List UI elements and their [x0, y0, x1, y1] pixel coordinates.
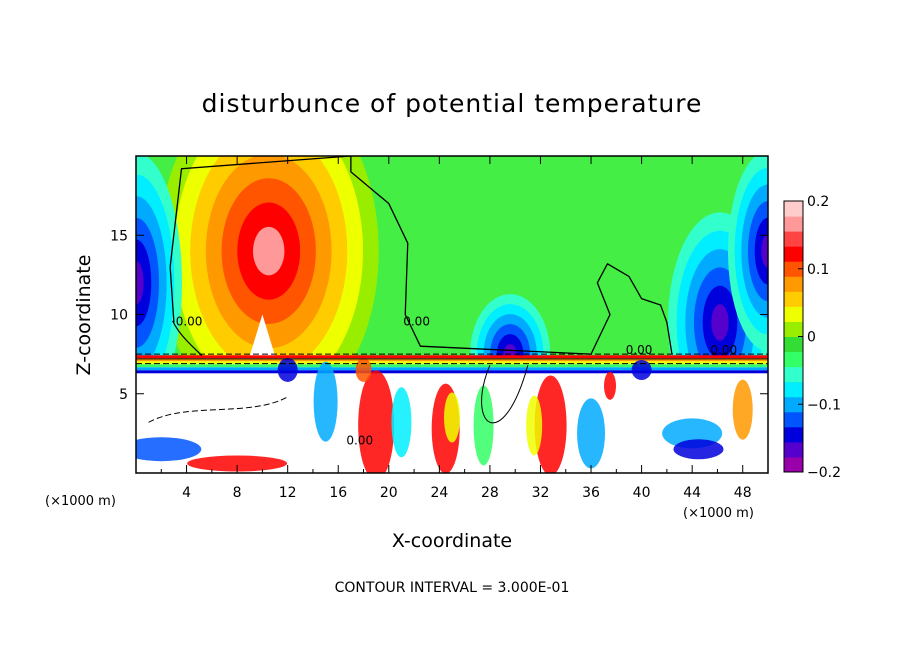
x-tick-label: 32	[532, 485, 550, 501]
colorbar-swatch	[784, 321, 803, 337]
x-tick-label: 12	[279, 485, 297, 501]
colorbar-swatch	[784, 396, 803, 413]
colorbar-tick-label: 0.2	[807, 194, 829, 210]
x-unit-left: (×1000 m)	[45, 494, 116, 509]
colorbar-swatch	[784, 336, 803, 353]
x-tick-label: 48	[734, 485, 752, 501]
turbulent-eddy	[534, 375, 567, 473]
interface-band	[136, 364, 768, 368]
turbulent-eddy	[136, 437, 202, 462]
turbulent-eddy	[473, 385, 494, 466]
colorbar-swatch	[784, 426, 803, 443]
turbulent-eddy	[444, 392, 460, 443]
cold-left-edge	[136, 261, 144, 305]
y-tick-label: 5	[119, 387, 128, 403]
contour-label: 0.00	[176, 315, 203, 329]
contour-label: 0.00	[710, 343, 737, 357]
zero-contour	[172, 320, 203, 357]
colorbar-swatch	[784, 306, 803, 322]
colorbar: 0.2 0.1 0 −0.1 −0.2	[783, 194, 841, 481]
colorbar-tick-label: 0.1	[807, 262, 829, 278]
contour-label: 0.00	[346, 433, 373, 447]
colorbar-swatch	[784, 351, 803, 368]
warm-plume	[253, 226, 285, 276]
interface-band	[136, 361, 768, 365]
interface-band	[136, 358, 768, 362]
turbulent-eddy	[604, 371, 616, 400]
x-unit-right: (×1000 m)	[683, 506, 754, 521]
y-tick-label: 10	[110, 308, 128, 324]
turbulent-eddy	[277, 357, 298, 382]
colorbar-swatch	[784, 216, 803, 232]
interface-band	[136, 355, 768, 359]
colorbar-swatch	[784, 366, 803, 383]
x-tick-label: 40	[633, 485, 651, 501]
colorbar-swatch	[784, 456, 803, 473]
cold-right	[711, 304, 729, 341]
heatmap-plot-area: 0.00 0.00 0.00 0.00 0.00	[135, 155, 769, 474]
colorbar-swatch	[784, 411, 803, 428]
colorbar-swatch	[784, 261, 803, 277]
colorbar-swatch	[784, 441, 803, 458]
y-axis-ticks: 5 10 15	[110, 228, 768, 403]
contour-label: 0.00	[403, 315, 430, 329]
x-tick-label: 4	[182, 485, 191, 501]
x-tick-label: 24	[430, 485, 448, 501]
colorbar-swatch	[784, 381, 803, 398]
turbulent-eddy	[631, 359, 652, 380]
colorbar-swatch	[784, 276, 803, 292]
y-tick-label: 15	[110, 228, 128, 244]
turbulent-eddy	[673, 439, 724, 460]
x-tick-label: 44	[683, 485, 701, 501]
colorbar-swatch	[784, 201, 803, 217]
interface-band	[136, 370, 768, 374]
y-axis-title: Z-coordinate	[73, 255, 95, 376]
x-axis-ticks: 4 8 12 16 20 24 28 32 36 40 44 48	[160, 156, 752, 501]
cold-right-edge	[761, 234, 768, 268]
turbulent-eddy	[358, 370, 395, 473]
temperature-field	[136, 156, 768, 473]
dashed-contour	[148, 396, 288, 423]
colorbar-tick-label: −0.1	[807, 397, 841, 413]
colorbar-swatch	[784, 231, 803, 247]
x-axis-title: X-coordinate	[392, 530, 512, 552]
x-tick-label: 28	[481, 485, 499, 501]
contour-interval-note: CONTOUR INTERVAL = 3.000E-01	[335, 580, 570, 596]
contour-label: 0.00	[626, 343, 653, 357]
turbulent-eddy	[187, 455, 288, 472]
x-tick-label: 8	[233, 485, 242, 501]
solid-contour	[481, 365, 529, 424]
zero-contour	[169, 156, 673, 355]
colorbar-tick-label: −0.2	[807, 465, 841, 481]
x-tick-label: 16	[329, 485, 347, 501]
chart-title: disturbunce of potential temperature	[202, 89, 703, 118]
colorbar-swatch	[784, 246, 803, 262]
turbulent-eddy	[577, 398, 606, 469]
colorbar-tick-label: 0	[807, 330, 816, 346]
interface-band	[136, 367, 768, 371]
turbulent-eddy	[355, 357, 372, 382]
turbulent-eddy	[526, 395, 543, 456]
turbulent-eddy	[313, 361, 338, 442]
turbulent-eddy	[732, 379, 753, 440]
x-tick-label: 36	[582, 485, 600, 501]
x-tick-label: 20	[380, 485, 398, 501]
colorbar-swatch	[784, 291, 803, 307]
warm-plume-peak	[249, 314, 276, 356]
turbulent-eddy	[391, 387, 412, 458]
